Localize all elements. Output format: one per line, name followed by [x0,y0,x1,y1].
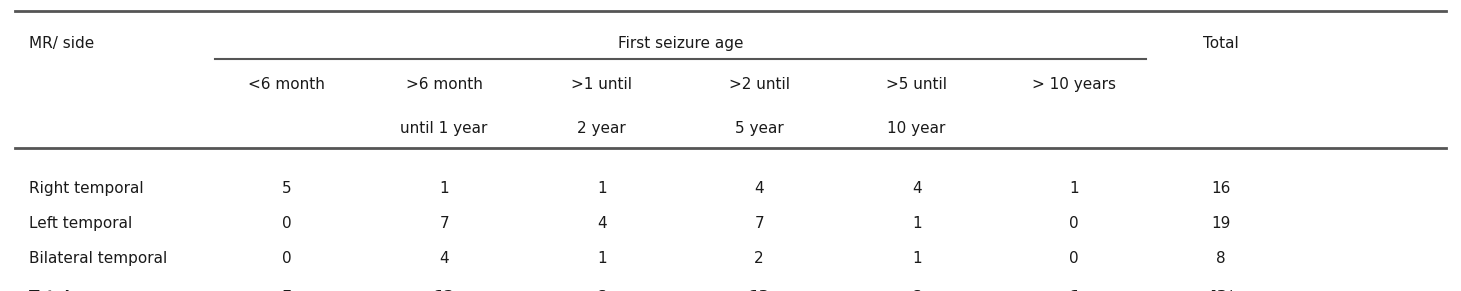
Text: 8: 8 [1216,251,1226,266]
Text: 4: 4 [598,217,606,231]
Text: 1: 1 [598,251,606,266]
Text: >6 month: >6 month [406,77,482,92]
Text: 2 year: 2 year [577,121,625,136]
Text: Total: Total [29,290,70,291]
Text: MR/ side: MR/ side [29,36,94,51]
Text: 5: 5 [282,290,292,291]
Text: 12: 12 [434,290,454,291]
Text: until 1 year: until 1 year [400,121,488,136]
Text: 0: 0 [282,251,291,266]
Text: 5: 5 [282,181,291,196]
Text: First seizure age: First seizure age [618,36,744,51]
Text: 4: 4 [754,181,764,196]
Text: 10 year: 10 year [887,121,945,136]
Text: > 10 years: > 10 years [1031,77,1116,92]
Text: 1: 1 [598,181,606,196]
Text: 4: 4 [912,181,922,196]
Text: >1 until: >1 until [571,77,633,92]
Text: 1: 1 [1069,290,1080,291]
Text: 16: 16 [1211,181,1230,196]
Text: 7: 7 [440,217,449,231]
Text: 2: 2 [754,251,764,266]
Text: 1: 1 [1069,181,1078,196]
Text: 5 year: 5 year [735,121,783,136]
Text: 1: 1 [912,251,922,266]
Text: 4: 4 [440,251,449,266]
Text: Right temporal: Right temporal [29,181,143,196]
Text: 0: 0 [1069,217,1078,231]
Text: 6: 6 [912,290,922,291]
Text: 7: 7 [754,217,764,231]
Text: 19: 19 [1211,217,1230,231]
Text: >5 until: >5 until [887,77,947,92]
Text: Total: Total [1202,36,1239,51]
Text: 0: 0 [282,217,291,231]
Text: 43*: 43* [1207,290,1236,291]
Text: Bilateral temporal: Bilateral temporal [29,251,167,266]
Text: 1: 1 [912,217,922,231]
Text: 13: 13 [748,290,770,291]
Text: 0: 0 [1069,251,1078,266]
Text: Left temporal: Left temporal [29,217,131,231]
Text: 6: 6 [596,290,606,291]
Text: 1: 1 [440,181,449,196]
Text: <6 month: <6 month [248,77,326,92]
Text: >2 until: >2 until [729,77,789,92]
